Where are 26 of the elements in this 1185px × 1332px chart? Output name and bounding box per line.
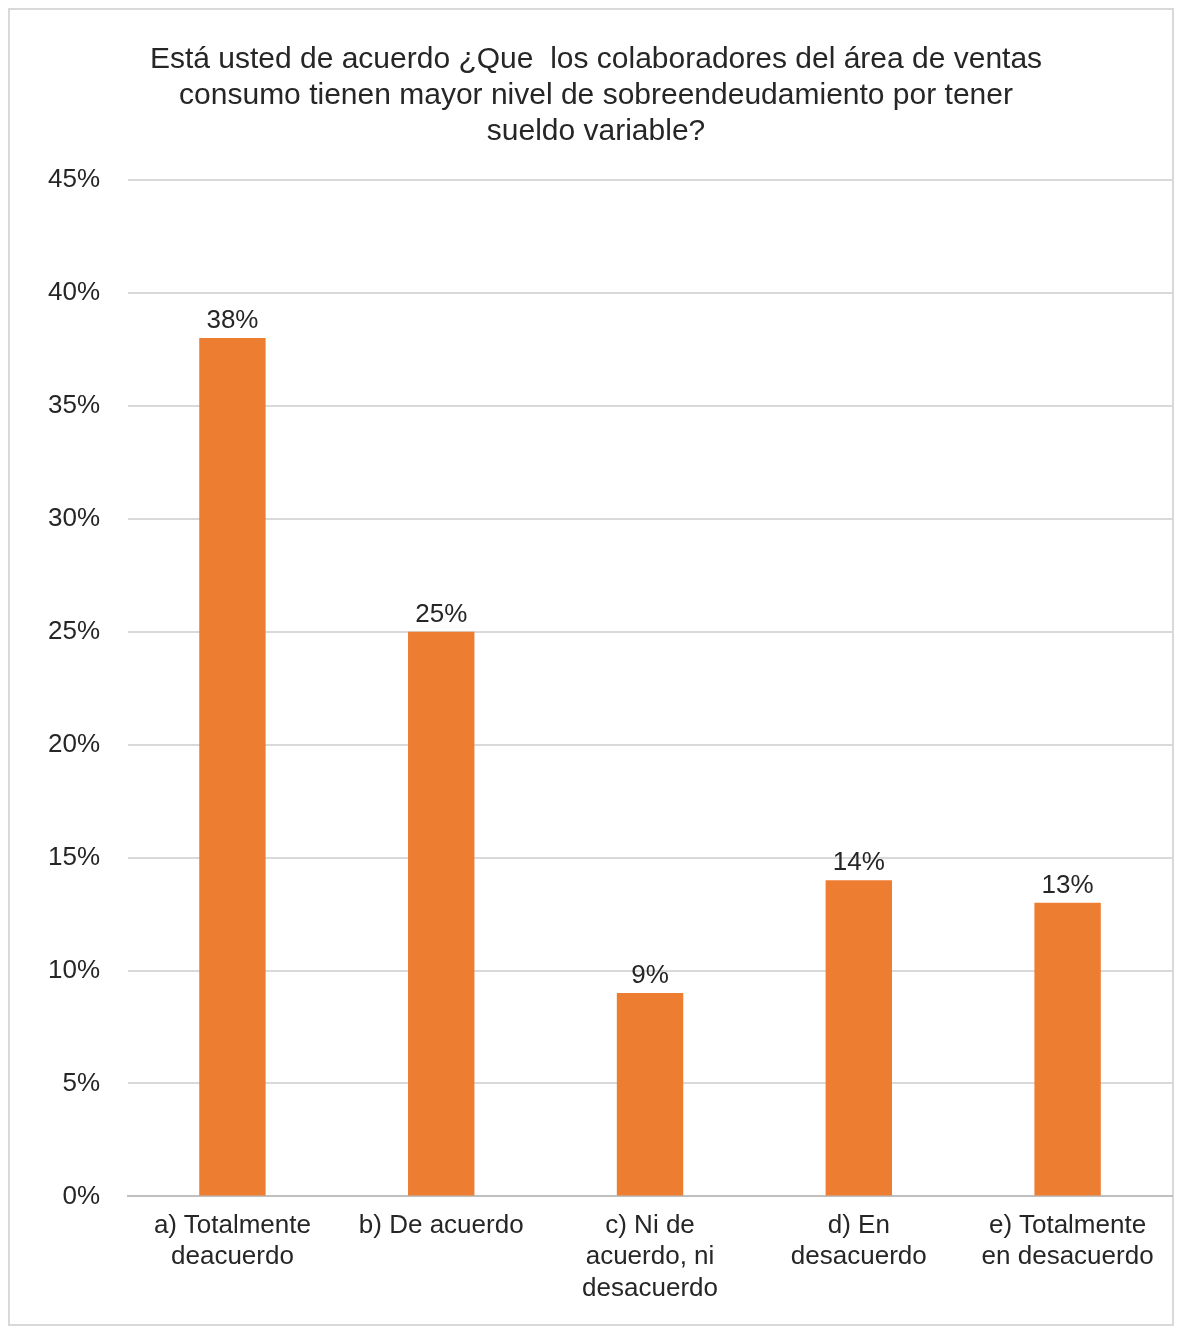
bar: [1034, 902, 1101, 1196]
bar: [408, 631, 475, 1196]
y-tick-label: 15%: [47, 840, 101, 871]
x-tick-label: b) De acuerdo: [358, 1209, 524, 1240]
y-tick-label: 45%: [47, 163, 101, 194]
x-tick-label: c) Ni de acuerdo, ni desacuerdo: [582, 1209, 718, 1302]
y-tick-label: 35%: [47, 389, 101, 420]
x-tick-label: d) En desacuerdo: [790, 1209, 927, 1271]
y-tick-label: 40%: [47, 276, 101, 307]
data-label: 38%: [206, 304, 259, 335]
bar: [825, 880, 893, 1196]
y-tick-label: 5%: [62, 1066, 101, 1097]
y-tick-label: 25%: [47, 614, 101, 645]
chart-title: Está usted de acuerdo ¿Que los colaboradores del área de ventas consumo tienen mayor nivel de sobreendeudamiento por tener sueldo variable?: [149, 41, 1043, 147]
data-label: 9%: [631, 959, 669, 990]
y-tick-label: 30%: [47, 501, 101, 532]
data-label: 25%: [415, 597, 468, 628]
x-tick-label: e) Totalmente en desacuerdo: [981, 1209, 1154, 1271]
y-tick-label: 10%: [47, 953, 101, 984]
data-label: 14%: [832, 846, 885, 877]
data-label: 13%: [1041, 868, 1094, 899]
bar: [199, 338, 266, 1196]
y-tick-label: 20%: [47, 727, 101, 758]
x-tick-label: a) Totalmente deacuerdo: [153, 1209, 311, 1271]
y-tick-label: 0%: [62, 1179, 101, 1210]
bar: [616, 993, 684, 1196]
